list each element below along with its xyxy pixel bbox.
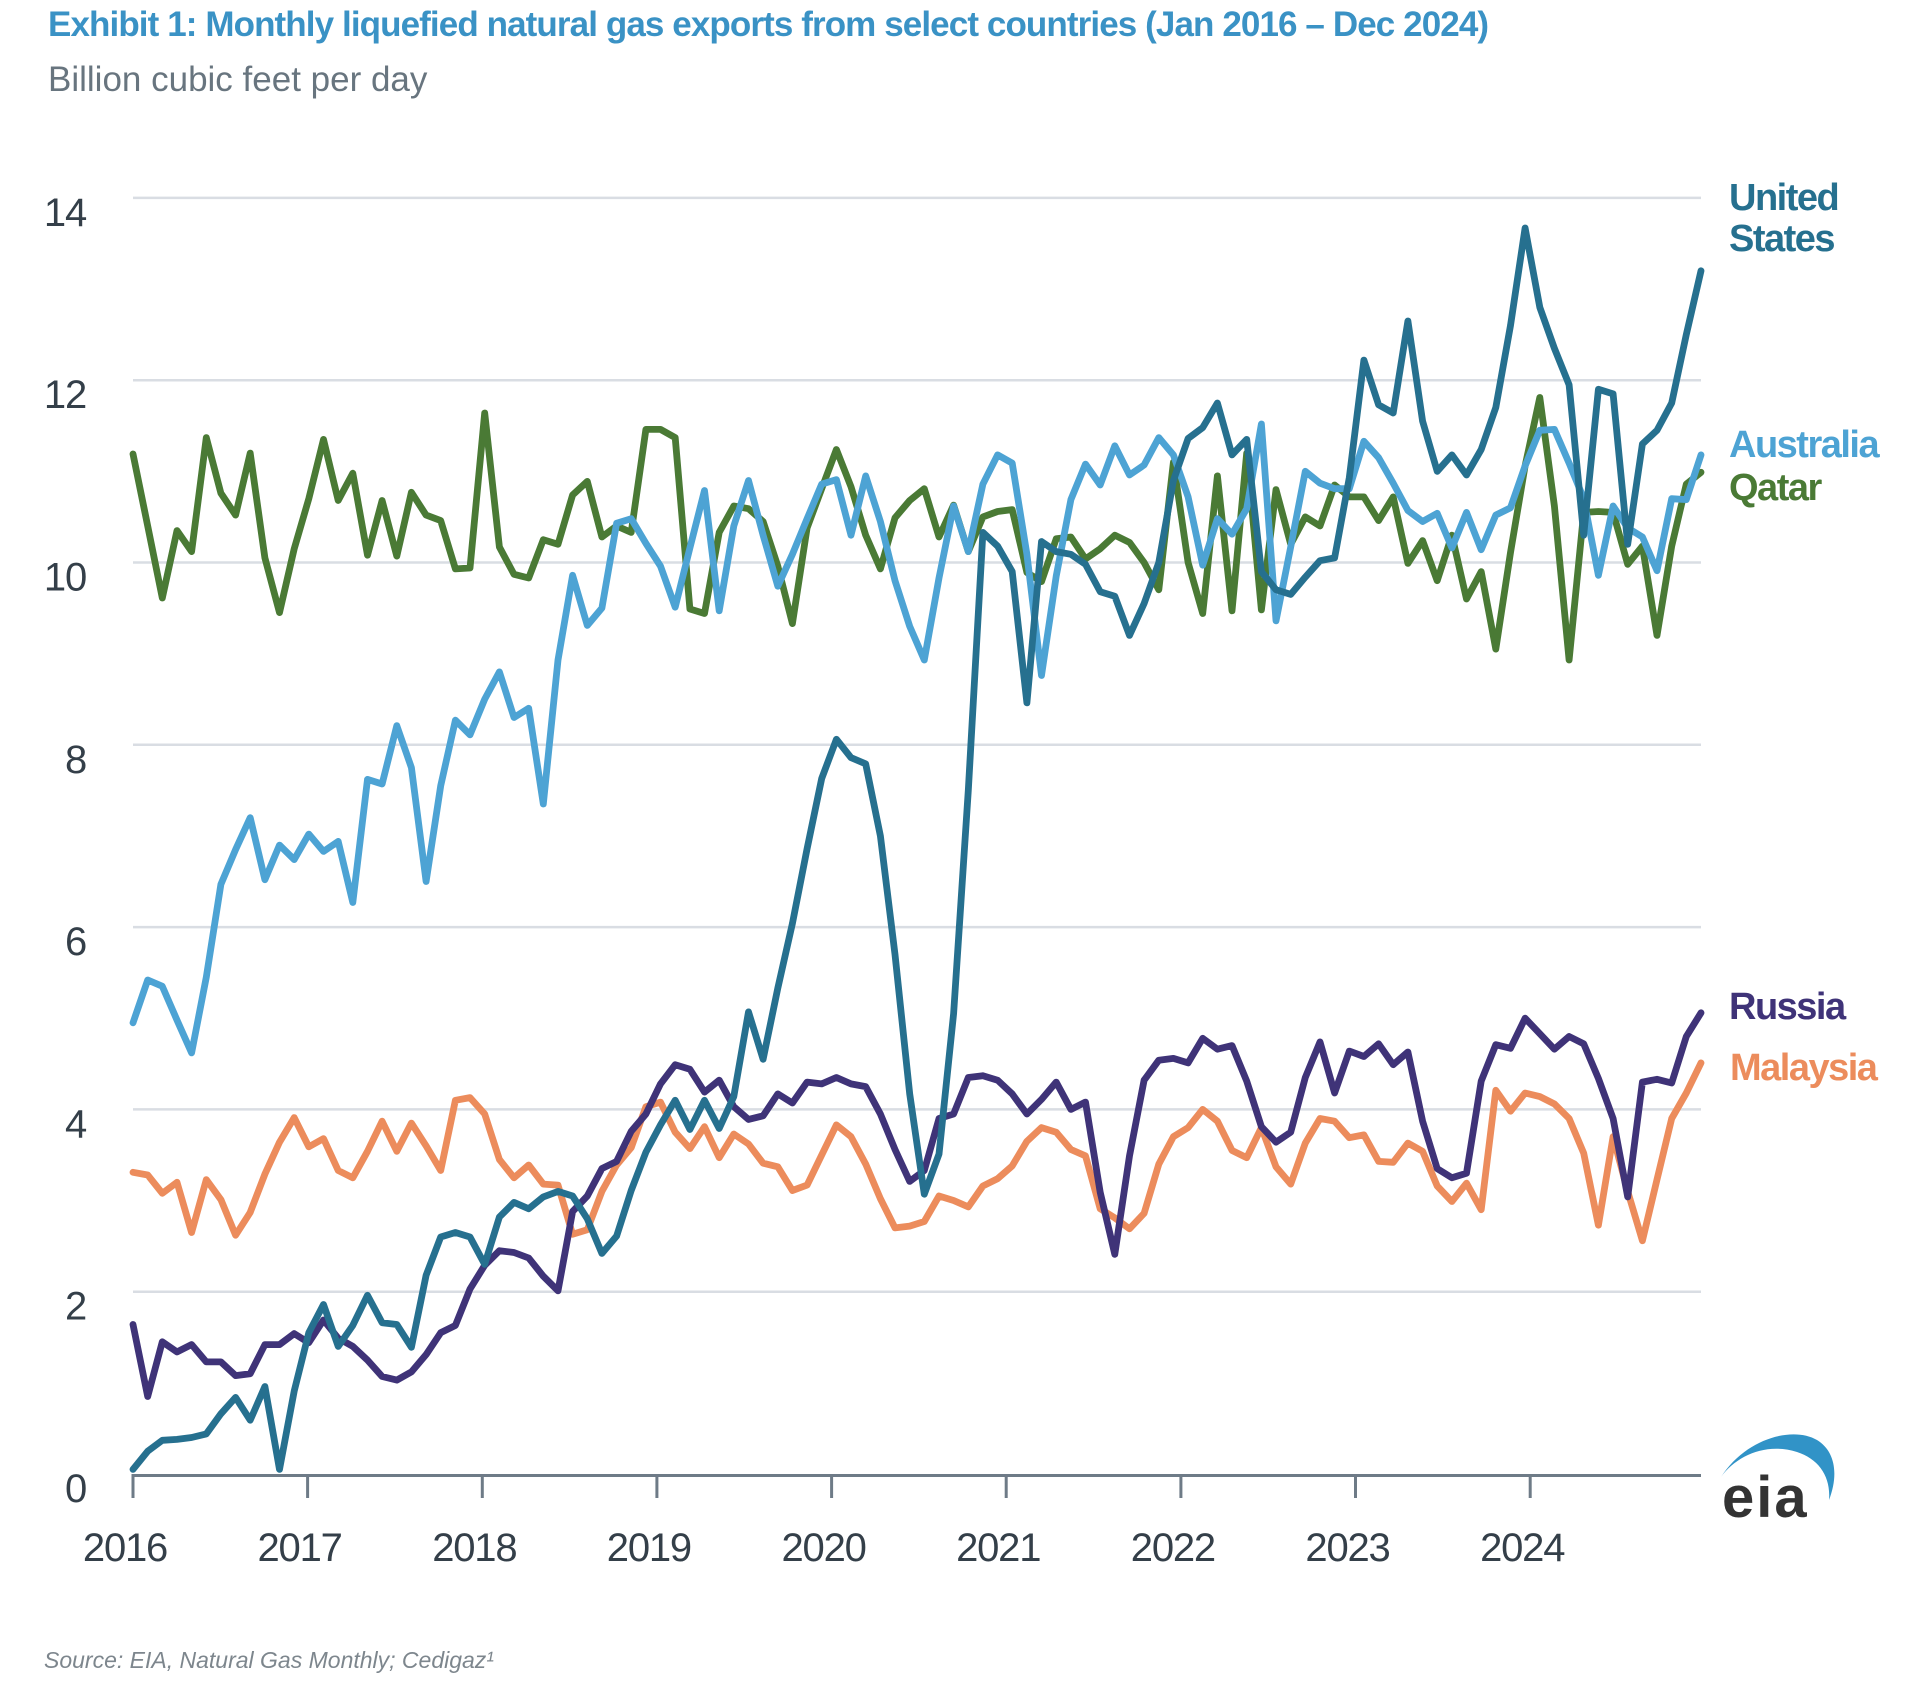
- svg-text:Russia: Russia: [1729, 986, 1847, 1028]
- svg-text:2016: 2016: [83, 1526, 167, 1570]
- svg-text:Billion cubic feet per day: Billion cubic feet per day: [48, 60, 428, 99]
- svg-text:Source: EIA, Natural Gas Month: Source: EIA, Natural Gas Monthly; Cediga…: [44, 1647, 494, 1673]
- svg-text:2018: 2018: [432, 1526, 516, 1570]
- svg-text:2: 2: [65, 1285, 86, 1329]
- svg-text:2021: 2021: [956, 1526, 1040, 1570]
- svg-text:4: 4: [65, 1102, 87, 1146]
- svg-text:Qatar: Qatar: [1729, 467, 1822, 509]
- svg-text:0: 0: [65, 1467, 86, 1511]
- svg-text:12: 12: [44, 373, 86, 417]
- svg-text:6: 6: [65, 920, 86, 964]
- svg-text:2024: 2024: [1480, 1526, 1565, 1570]
- svg-text:2020: 2020: [782, 1526, 866, 1570]
- svg-text:2022: 2022: [1131, 1526, 1215, 1570]
- svg-text:8: 8: [65, 738, 86, 782]
- svg-text:Australia: Australia: [1729, 424, 1880, 466]
- svg-text:2023: 2023: [1305, 1526, 1389, 1570]
- svg-text:10: 10: [44, 556, 86, 600]
- svg-text:2017: 2017: [258, 1526, 342, 1570]
- svg-text:eia: eia: [1722, 1465, 1809, 1530]
- svg-text:2019: 2019: [607, 1526, 691, 1570]
- svg-text:Malaysia: Malaysia: [1730, 1047, 1879, 1089]
- svg-text:Exhibit 1: Monthly liquefied n: Exhibit 1: Monthly liquefied natural gas…: [48, 5, 1488, 44]
- svg-text:States: States: [1729, 218, 1834, 260]
- svg-text:United: United: [1729, 177, 1838, 219]
- svg-text:14: 14: [44, 191, 87, 235]
